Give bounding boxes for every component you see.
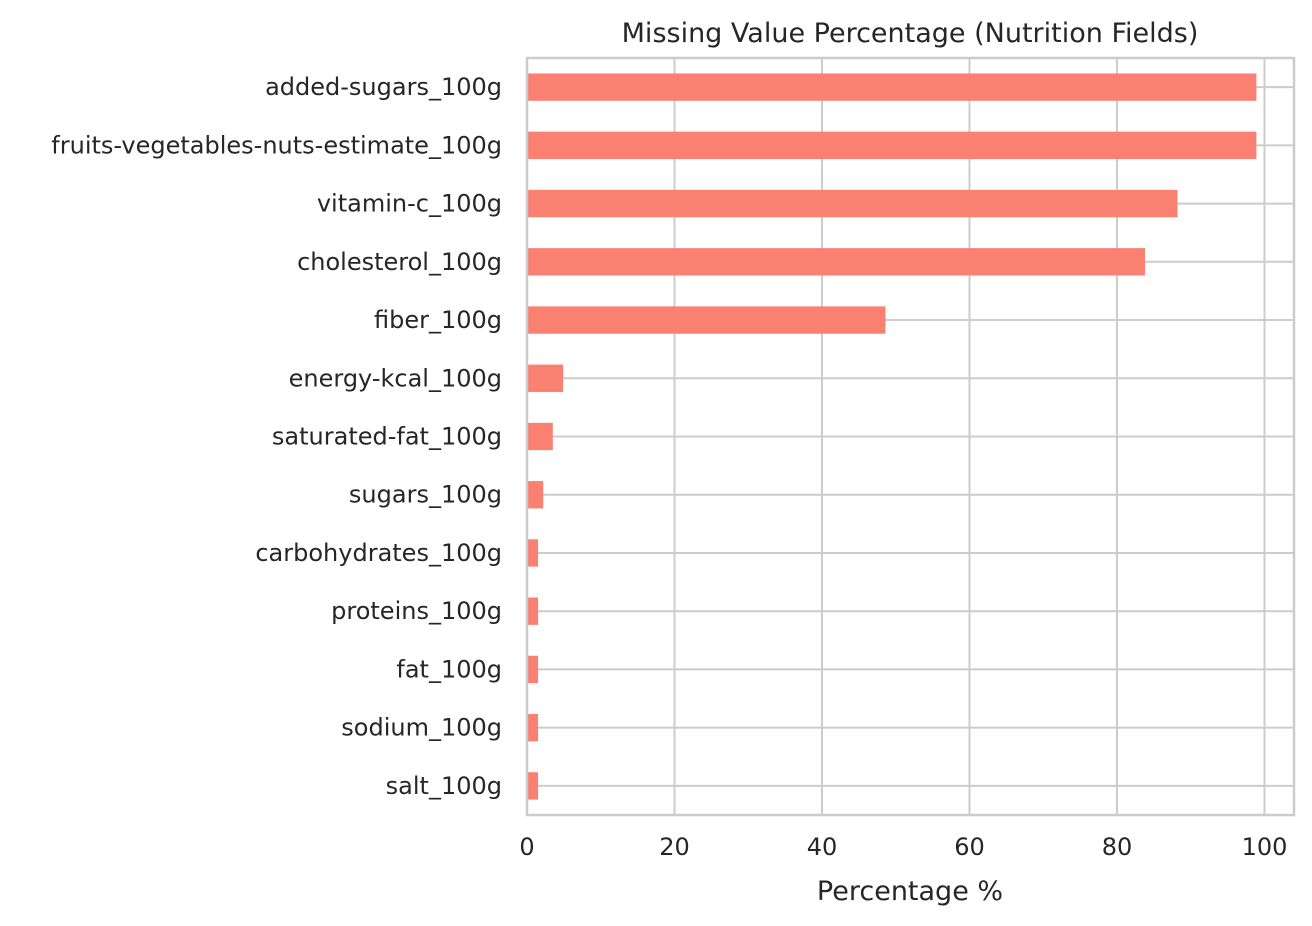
bar-carbohydrates_100g bbox=[527, 539, 539, 567]
y-tick-label: fat_100g bbox=[396, 655, 502, 683]
bar-vitamin-c_100g bbox=[527, 189, 1178, 218]
x-tick-labels: 0 20 40 60 80 100 bbox=[519, 833, 1287, 861]
y-tick-label: carbohydrates_100g bbox=[255, 539, 502, 567]
bar-fiber_100g bbox=[527, 306, 886, 334]
y-tick-label: saturated-fat_100g bbox=[272, 423, 502, 451]
x-tick-label: 40 bbox=[807, 833, 838, 861]
plot-frame bbox=[525, 56, 1296, 817]
x-tick-label: 100 bbox=[1242, 833, 1288, 861]
bar-sugars_100g bbox=[527, 481, 544, 509]
y-tick-label: sodium_100g bbox=[341, 714, 502, 742]
y-tick-label: proteins_100g bbox=[331, 597, 502, 625]
x-axis-label: Percentage % bbox=[817, 876, 1003, 907]
x-tick-label: 80 bbox=[1102, 833, 1133, 861]
bar-fat_100g bbox=[527, 655, 539, 684]
y-tick-label: fruits-vegetables-nuts-estimate_100g bbox=[51, 131, 502, 159]
y-tick-label: salt_100g bbox=[386, 772, 502, 800]
y-tick-label: added-sugars_100g bbox=[265, 73, 502, 101]
y-tick-label: fiber_100g bbox=[374, 306, 502, 334]
y-tick-label: energy-kcal_100g bbox=[289, 364, 502, 392]
bar-energy-kcal_100g bbox=[527, 364, 564, 392]
y-tick-labels: added-sugars_100g fruits-vegetables-nuts-… bbox=[51, 73, 502, 800]
x-tick-label: 20 bbox=[659, 833, 690, 861]
bar-proteins_100g bbox=[527, 597, 539, 625]
x-tick-label: 60 bbox=[954, 833, 985, 861]
bar-saturated-fat_100g bbox=[527, 422, 553, 451]
bar-cholesterol_100g bbox=[527, 248, 1146, 276]
bars bbox=[527, 73, 1257, 800]
y-tick-label: sugars_100g bbox=[349, 481, 502, 509]
chart-title: Missing Value Percentage (Nutrition Fiel… bbox=[622, 18, 1199, 49]
bar-added-sugars_100g bbox=[527, 73, 1257, 101]
bar-sodium_100g bbox=[527, 713, 539, 742]
x-tick-label: 0 bbox=[519, 833, 534, 861]
y-tick-label: vitamin-c_100g bbox=[317, 190, 502, 218]
bar-fruits-vegetables-nuts-estimate_100g bbox=[527, 131, 1257, 160]
y-tick-label: cholesterol_100g bbox=[297, 248, 502, 276]
bar-salt_100g bbox=[527, 772, 539, 800]
